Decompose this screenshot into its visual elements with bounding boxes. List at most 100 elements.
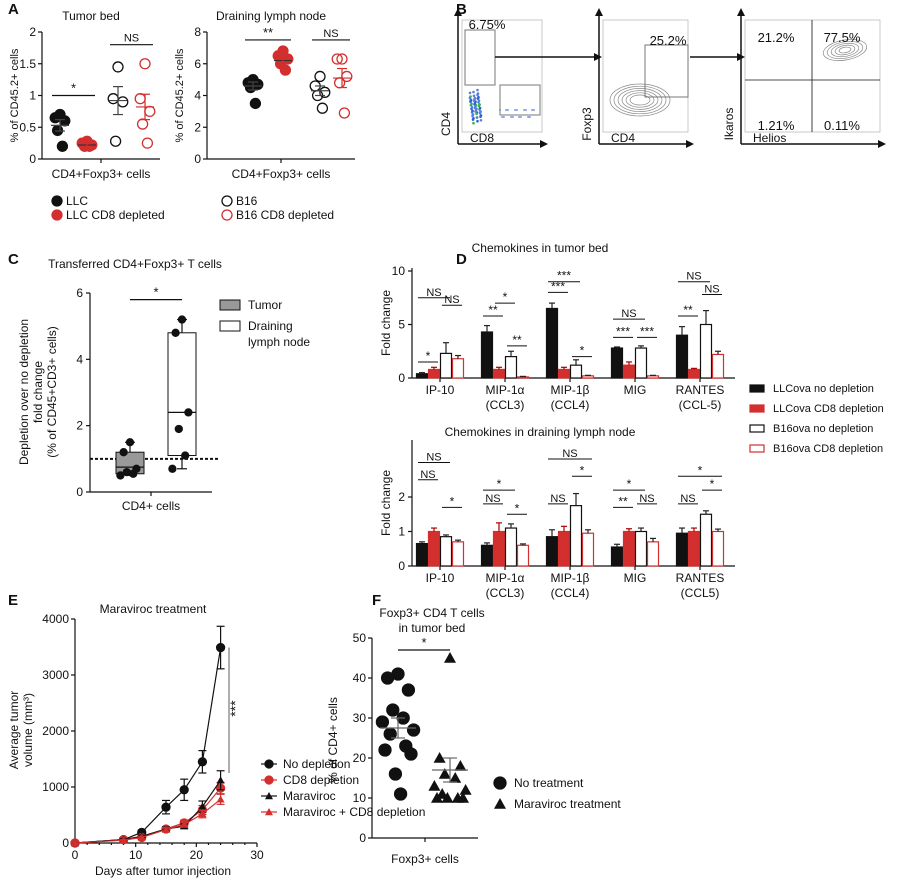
legend-marker (265, 792, 273, 800)
quadrant-percentage: 1.21% (758, 118, 795, 133)
data-point-b16 (109, 135, 122, 147)
data-point-no-treatment (406, 723, 421, 737)
category-label: MIP-1β (551, 383, 590, 397)
chart-title: Transferred CD4+Foxp3+ T cells (48, 257, 222, 271)
series-maraviroc-cd8-depletion-point (198, 809, 207, 818)
significance-label: NS (426, 452, 441, 464)
legend-marker (221, 209, 233, 221)
legend-label: lymph node (248, 335, 310, 349)
data-point-b16 (117, 96, 129, 108)
data-point-llc-cd8-depleted (279, 64, 292, 76)
significance-label: ** (488, 303, 498, 317)
bar-b16ova-cd8-depletion (581, 532, 595, 567)
bar-llcova-cd8-depletion (622, 364, 636, 379)
bar-llcova-no-depletion (480, 544, 494, 567)
bar-b16ova-no-depletion (634, 347, 648, 379)
x-axis-label: CD4+ cells (122, 499, 180, 513)
y-axis-label: (% of CD45+CD3+ cells) (45, 326, 59, 457)
series-no-depletion-point (179, 785, 189, 795)
series-no-depletion-point (215, 642, 226, 653)
y-tick-label: 2 (398, 490, 405, 504)
category-label: MIG (624, 571, 647, 585)
bar-b16ova-cd8-depletion (451, 541, 465, 567)
contour-line (830, 42, 860, 58)
bar-llcova-no-depletion (415, 542, 429, 567)
event-dot (472, 94, 476, 98)
contour-line (838, 46, 852, 54)
bar-b16ova-cd8-depletion (711, 530, 725, 567)
data-point (184, 408, 193, 417)
series-no-depletion-line (74, 647, 222, 844)
significance-label: NS (550, 493, 565, 505)
category-label: MIP-1α (486, 571, 525, 585)
bar-b16ova-no-depletion (504, 356, 518, 379)
arrow-head-icon (540, 140, 548, 148)
significance-label: NS (323, 28, 338, 40)
y-axis-label: % of CD45.2+ cells (9, 48, 21, 142)
y-tick-label: 30 (353, 711, 367, 725)
legend-marker (493, 776, 507, 790)
bar-b16ova-no-depletion (439, 352, 453, 379)
gate (644, 44, 689, 98)
y-axis-label: fold change (31, 361, 45, 423)
y-tick-label: 1 (398, 525, 405, 539)
series-maraviroc-cd8-depletion-point (216, 795, 225, 803)
significance-label: NS (680, 493, 695, 505)
y-tick-label: 4000 (42, 612, 69, 626)
y-axis-label: Fold change (379, 290, 393, 356)
legend-swatch-tumor (219, 299, 241, 311)
legend-label: B16 CD8 depleted (236, 208, 334, 222)
chart-title: Foxp3+ CD4 T cells (379, 606, 484, 620)
y-tick-label: 1.5 (19, 57, 36, 71)
legend-marker (494, 798, 506, 809)
event-dot (476, 119, 479, 123)
data-point-no-treatment (378, 743, 392, 757)
x-axis-label: Foxp3+ cells (391, 852, 459, 866)
significance-label: NS (426, 287, 441, 299)
bar-llcova-no-depletion (610, 347, 624, 379)
contour-line (617, 88, 663, 112)
chart-title: Draining lymph node (216, 9, 326, 23)
data-point-maraviroc (454, 760, 467, 771)
chart-title: Tumor bed (62, 9, 120, 23)
bar-b16ova-no-depletion (634, 530, 648, 567)
event-dot (472, 121, 475, 125)
x-tick-label: 20 (190, 848, 204, 862)
category-sublabel: (CCL4) (551, 398, 590, 412)
data-point-maraviroc (459, 784, 472, 795)
data-point-b16-cd8-depleted (333, 77, 346, 89)
significance-label: ** (618, 494, 628, 508)
y-axis-label: volume (mm³) (21, 693, 35, 767)
series-maraviroc-cd8-depletion-point (180, 820, 189, 828)
category-sublabel: (CCL3) (486, 586, 525, 600)
significance-label: * (580, 463, 585, 477)
significance-label: * (515, 501, 520, 515)
event-dot (523, 109, 525, 111)
series-maraviroc-point (198, 802, 207, 810)
event-dot (473, 103, 476, 106)
series-maraviroc-cd8-depletion-point (162, 825, 170, 833)
contour-line (629, 94, 651, 106)
data-point-no-treatment (375, 715, 390, 729)
chart-title: in tumor bed (399, 621, 466, 635)
event-dot (477, 99, 481, 103)
y-tick-label: 40 (353, 671, 367, 685)
legend-label: B16 (236, 194, 258, 208)
significance-label: ** (512, 333, 522, 347)
significance-label: * (153, 285, 158, 300)
bar-b16ova-cd8-depletion (581, 375, 595, 379)
legend-swatch (749, 384, 765, 393)
data-point (116, 471, 125, 480)
significance-label: NS (562, 448, 577, 460)
legend-marker (51, 209, 63, 221)
legend-swatch (749, 404, 765, 413)
significance-label: *** (616, 324, 630, 338)
panel-label-C: C (8, 251, 19, 268)
legend-label: Maraviroc (283, 789, 336, 803)
series-maraviroc-cd8-depletion-point (71, 839, 79, 847)
significance-label: * (450, 494, 455, 508)
significance-label: NS (124, 33, 139, 45)
bar-b16ova-no-depletion (699, 513, 713, 567)
y-tick-label: 20 (353, 751, 367, 765)
significance-label: * (497, 477, 502, 491)
